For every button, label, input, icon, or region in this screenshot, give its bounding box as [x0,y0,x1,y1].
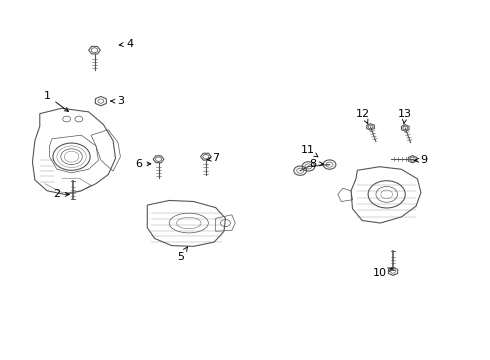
Text: 8: 8 [309,159,323,169]
Text: 9: 9 [414,155,427,165]
Text: 7: 7 [207,153,219,163]
Text: 4: 4 [119,39,134,49]
Text: 13: 13 [398,109,412,124]
Text: 11: 11 [300,144,318,157]
Text: 1: 1 [44,91,69,111]
Text: 6: 6 [135,159,151,169]
Text: 10: 10 [372,268,392,278]
Text: 12: 12 [356,109,370,124]
Text: 2: 2 [53,189,69,199]
Text: 3: 3 [111,96,124,106]
Text: 5: 5 [177,247,188,262]
